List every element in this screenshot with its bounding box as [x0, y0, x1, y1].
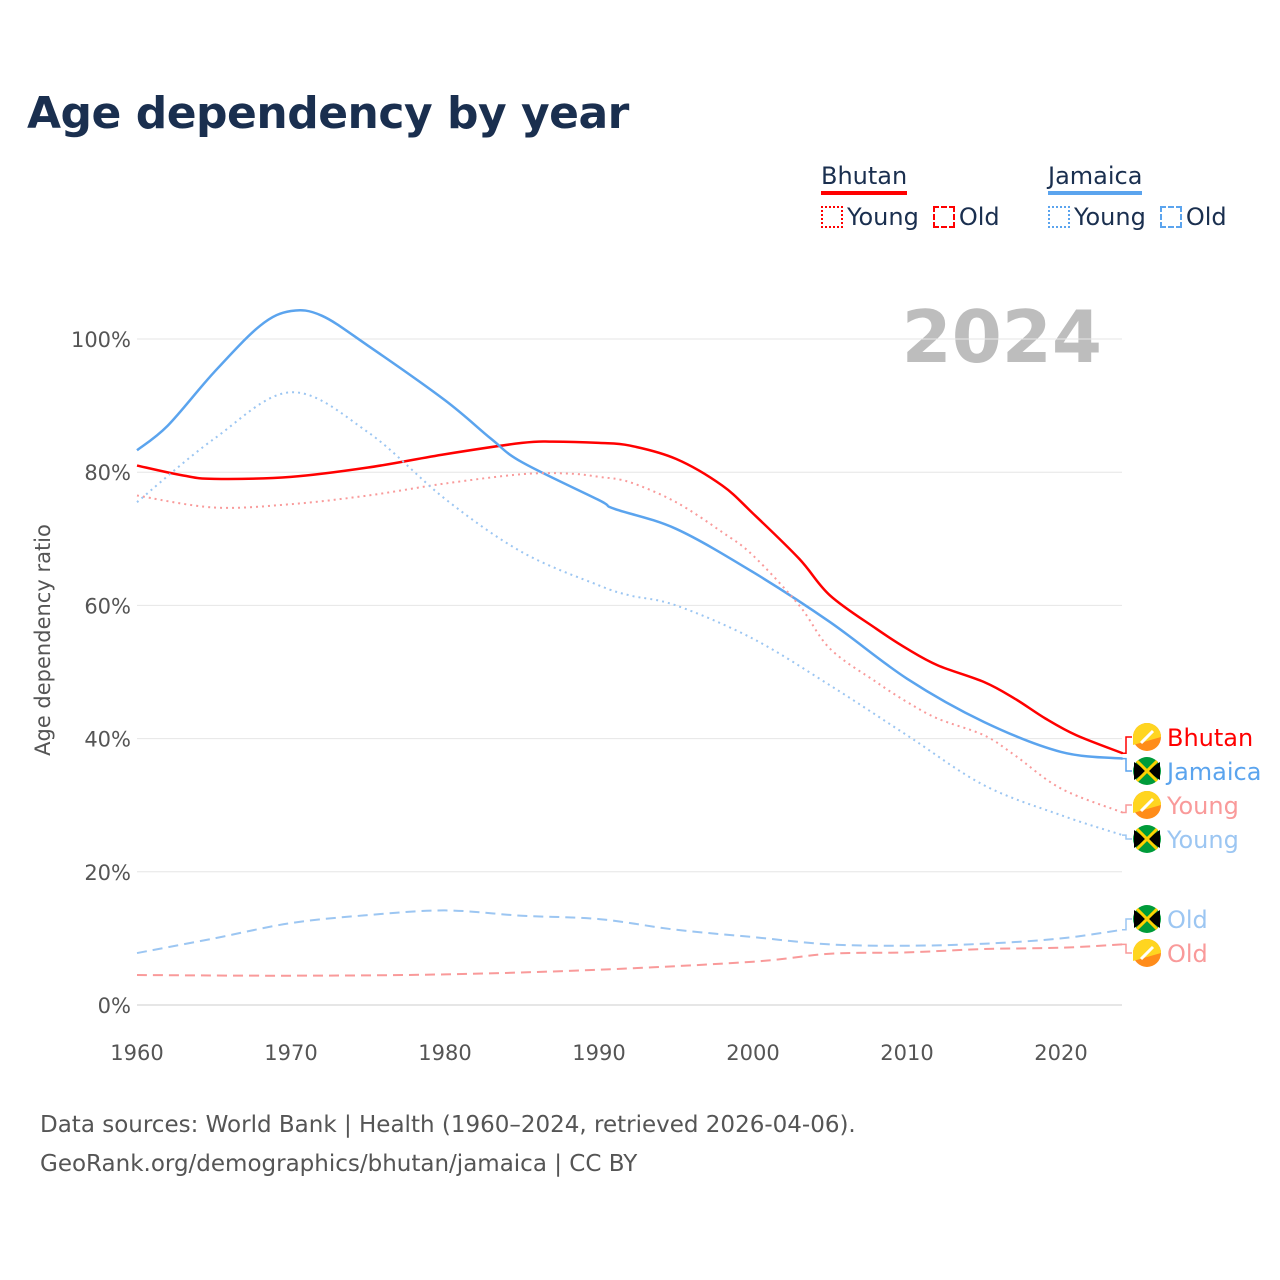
source-note: Data sources: World Bank | Health (1960–…	[40, 1112, 856, 1138]
end-connector	[1122, 918, 1132, 931]
end-connector	[1122, 943, 1132, 954]
bhutan-flag-icon	[1133, 791, 1161, 819]
x-tick-label: 1990	[572, 1041, 625, 1065]
jamaica-flag-icon	[1133, 757, 1161, 785]
x-tick-label: 2020	[1034, 1041, 1087, 1065]
end-label-jamaica-young: Young	[1166, 826, 1239, 854]
series-line-bhutan-old[interactable]	[136, 943, 1123, 977]
end-connector	[1122, 736, 1132, 755]
end-label-bhutan-old: Old	[1167, 940, 1208, 968]
legend-jamaica-label: Jamaica	[1048, 162, 1143, 195]
legend-bhutan-label: Bhutan	[821, 162, 908, 195]
y-tick-label: 20%	[84, 861, 131, 885]
end-label-jamaica-old: Old	[1167, 906, 1208, 934]
legend-label: Young	[847, 203, 919, 231]
legend-bhutan-young[interactable]: Young	[821, 203, 919, 231]
footer: Data sources: World Bank | Health (1960–…	[40, 1106, 856, 1184]
y-tick-label: 60%	[84, 594, 131, 618]
end-label-jamaica: Jamaica	[1165, 758, 1261, 786]
series-line-bhutan-young[interactable]	[136, 472, 1123, 814]
y-axis-label: Age dependency ratio	[31, 524, 55, 756]
dotted-swatch-icon	[821, 206, 843, 228]
legend-jamaica-young[interactable]: Young	[1048, 203, 1146, 231]
chart-title: Age dependency by year	[27, 88, 629, 139]
x-tick-label: 1960	[110, 1041, 163, 1065]
end-label-bhutan: Bhutan	[1167, 724, 1253, 752]
legend-label: Old	[958, 203, 1000, 231]
end-label-bhutan-young: Young	[1166, 792, 1239, 820]
end-connector	[1122, 757, 1132, 772]
legend-jamaica: Jamaica Young Old	[1048, 162, 1227, 231]
legend-label: Young	[1074, 203, 1146, 231]
legend-bhutan: Bhutan Young Old	[821, 162, 1000, 231]
y-tick-label: 80%	[84, 461, 131, 485]
legend-label: Old	[1185, 203, 1227, 231]
series-line-jamaica-young[interactable]	[136, 391, 1123, 837]
y-tick-label: 0%	[98, 994, 131, 1018]
bhutan-flag-icon	[1133, 723, 1161, 751]
source-link[interactable]: GeoRank.org/demographics/bhutan/jamaica …	[40, 1151, 638, 1177]
x-tick-label: 1970	[264, 1041, 317, 1065]
x-tick-label: 2000	[726, 1041, 779, 1065]
x-tick-label: 1980	[418, 1041, 471, 1065]
dotted-swatch-icon	[1048, 206, 1070, 228]
legend-jamaica-old[interactable]: Old	[1159, 203, 1227, 231]
series-line-jamaica[interactable]	[136, 308, 1123, 760]
y-tick-label: 100%	[71, 328, 131, 352]
end-connector	[1122, 804, 1132, 814]
x-tick-label: 2010	[880, 1041, 933, 1065]
legend-bhutan-old[interactable]: Old	[932, 203, 1000, 231]
jamaica-flag-icon	[1133, 905, 1161, 933]
jamaica-flag-icon	[1133, 825, 1161, 853]
year-label: 2024	[902, 295, 1102, 379]
series-line-jamaica-old[interactable]	[136, 909, 1123, 955]
bhutan-flag-icon	[1133, 939, 1161, 967]
y-tick-label: 40%	[84, 728, 131, 752]
dashed-swatch-icon	[932, 206, 955, 228]
dashed-swatch-icon	[1159, 206, 1182, 228]
end-connector	[1122, 834, 1132, 840]
series-line-bhutan[interactable]	[136, 440, 1124, 755]
